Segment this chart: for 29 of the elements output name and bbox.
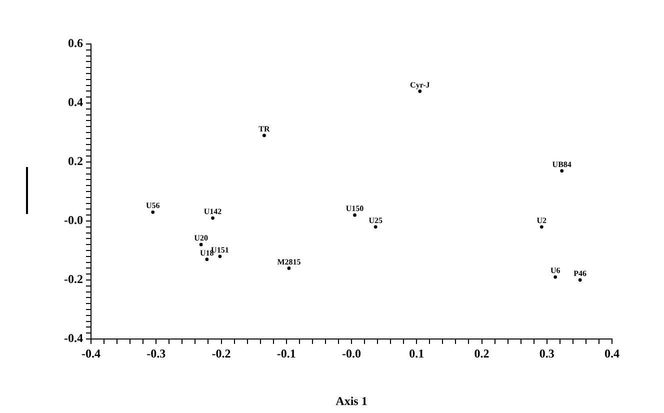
data-label: U6 [550,266,560,276]
y-tick-label: -0.4 [64,331,83,346]
x-tick-label: -0.0 [342,346,361,360]
data-label: U142 [204,207,222,216]
data-label: P46 [574,269,587,278]
x-tick-label: 0.4 [604,346,620,360]
y-tick-label: 0.4 [68,95,83,110]
data-label: U2 [536,216,547,225]
y-tick-label: -0.2 [64,272,83,286]
data-label: U150 [346,204,364,214]
x-tick-label: 0.3 [539,346,554,360]
data-label: M2815 [277,257,301,266]
x-tick-label: -0.4 [82,346,100,360]
y-tick-label: 0.6 [68,36,83,50]
x-tick-label: -0.1 [276,346,296,360]
data-label: U151 [211,245,229,254]
data-label: Cyr-J [410,80,430,90]
x-tick-label: -0.3 [146,346,166,360]
x-tick-label: 0.1 [409,346,424,360]
data-label: U56 [146,201,160,210]
x-tick-label: 0.2 [474,346,490,360]
data-label: U25 [368,216,382,225]
y-tick-label: -0.0 [64,213,83,228]
y-tick-label: 0.2 [68,154,83,168]
data-label: TR [258,124,270,134]
x-tick-label: -0.2 [212,346,231,360]
data-label: UB84 [552,160,572,169]
data-label: U20 [194,234,208,243]
x-axis-title: Axis 1 [336,394,368,408]
